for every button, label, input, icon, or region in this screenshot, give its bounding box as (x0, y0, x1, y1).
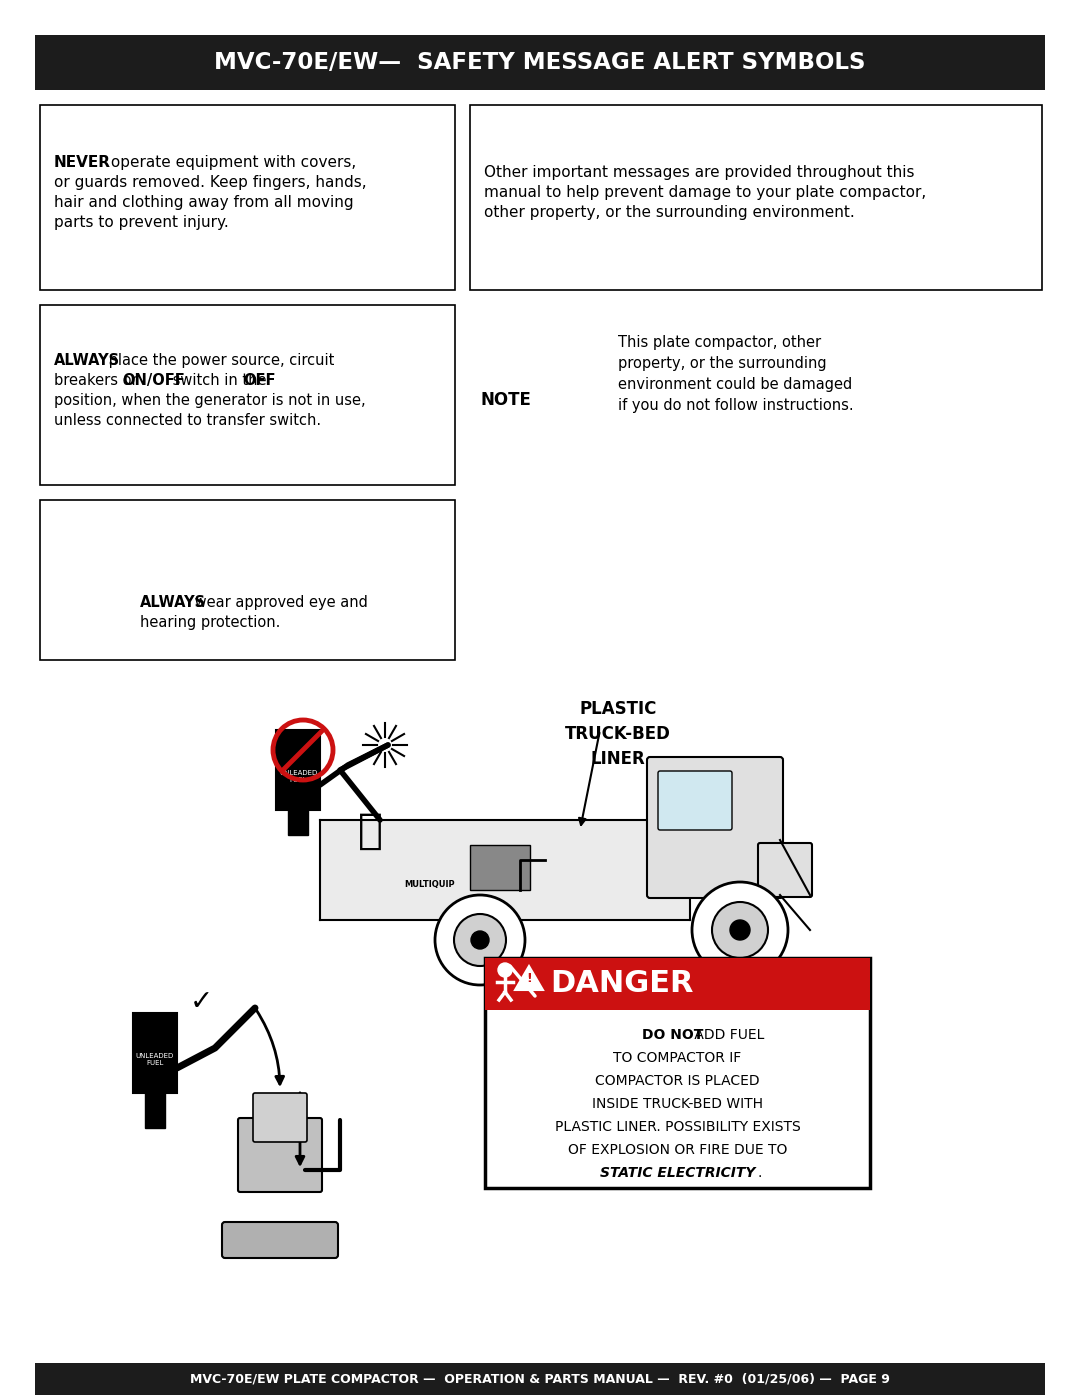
FancyBboxPatch shape (758, 842, 812, 897)
Text: position, when the generator is not in use,: position, when the generator is not in u… (54, 393, 366, 408)
Circle shape (435, 895, 525, 985)
Text: wear approved eye and: wear approved eye and (190, 595, 368, 610)
Circle shape (692, 882, 788, 978)
Text: PLASTIC
TRUCK-BED
LINER: PLASTIC TRUCK-BED LINER (565, 700, 671, 768)
Circle shape (712, 902, 768, 958)
Text: property, or the surrounding: property, or the surrounding (618, 356, 826, 372)
FancyBboxPatch shape (647, 757, 783, 898)
Text: ALWAYS: ALWAYS (140, 595, 206, 610)
Text: parts to prevent injury.: parts to prevent injury. (54, 215, 229, 231)
Text: ALWAYS: ALWAYS (54, 353, 120, 367)
Polygon shape (320, 820, 690, 921)
Text: MVC-70E/EW—  SAFETY MESSAGE ALERT SYMBOLS: MVC-70E/EW— SAFETY MESSAGE ALERT SYMBOLS (214, 52, 866, 74)
Text: ✓: ✓ (190, 988, 213, 1016)
Text: environment could be damaged: environment could be damaged (618, 377, 852, 393)
Text: manual to help prevent damage to your plate compactor,: manual to help prevent damage to your pl… (484, 184, 927, 200)
Text: hearing protection.: hearing protection. (140, 615, 281, 630)
Text: MVC-70E/EW PLATE COMPACTOR —  OPERATION & PARTS MANUAL —  REV. #0  (01/25/06) — : MVC-70E/EW PLATE COMPACTOR — OPERATION &… (190, 1372, 890, 1386)
Text: .: . (757, 1166, 761, 1180)
Text: place the power source, circuit: place the power source, circuit (104, 353, 335, 367)
Text: ADD FUEL: ADD FUEL (690, 1028, 765, 1042)
Bar (40, 105, 455, 291)
Circle shape (454, 914, 507, 965)
Polygon shape (515, 965, 543, 990)
Text: breakers or: breakers or (54, 373, 143, 388)
Bar (40, 500, 455, 659)
Text: PLASTIC LINER. POSSIBILITY EXISTS: PLASTIC LINER. POSSIBILITY EXISTS (555, 1120, 800, 1134)
Text: COMPACTOR IS PLACED: COMPACTOR IS PLACED (595, 1074, 760, 1088)
Circle shape (498, 963, 512, 977)
Text: MULTIQUIP: MULTIQUIP (405, 880, 456, 890)
Text: STATIC ELECTRICITY: STATIC ELECTRICITY (599, 1166, 755, 1180)
Bar (485, 958, 870, 1187)
Text: 🔥: 🔥 (357, 810, 382, 852)
FancyBboxPatch shape (658, 771, 732, 830)
Text: DANGER: DANGER (550, 970, 693, 999)
Bar (288, 805, 308, 835)
FancyBboxPatch shape (222, 1222, 338, 1259)
Text: switch in the: switch in the (168, 373, 271, 388)
Text: This plate compactor, other: This plate compactor, other (618, 335, 821, 351)
Circle shape (471, 930, 489, 949)
Text: if you do not follow instructions.: if you do not follow instructions. (618, 398, 853, 414)
Text: ON/OFF: ON/OFF (122, 373, 185, 388)
Text: NOTE: NOTE (480, 391, 531, 409)
FancyBboxPatch shape (253, 1092, 307, 1141)
Text: unless connected to transfer switch.: unless connected to transfer switch. (54, 414, 321, 427)
Circle shape (730, 921, 750, 940)
Bar (470, 105, 1042, 291)
Bar (470, 845, 530, 890)
Text: INSIDE TRUCK-BED WITH: INSIDE TRUCK-BED WITH (592, 1097, 762, 1111)
Text: other property, or the surrounding environment.: other property, or the surrounding envir… (484, 205, 854, 219)
Bar (276, 731, 320, 810)
FancyBboxPatch shape (238, 1118, 322, 1192)
Text: UNLEADED
FUEL: UNLEADED FUEL (136, 1053, 174, 1066)
Text: DO NOT: DO NOT (643, 1028, 704, 1042)
Bar (145, 1092, 165, 1127)
Text: !: ! (526, 971, 531, 985)
Text: OFF: OFF (243, 373, 275, 388)
Text: TO COMPACTOR IF: TO COMPACTOR IF (613, 1051, 742, 1065)
Bar (40, 305, 455, 485)
Text: operate equipment with covers,: operate equipment with covers, (106, 155, 356, 170)
Bar (35, 1363, 1045, 1396)
Bar (35, 35, 1045, 89)
Text: UNLEADED
FUEL: UNLEADED FUEL (279, 770, 318, 782)
Text: OF EXPLOSION OR FIRE DUE TO: OF EXPLOSION OR FIRE DUE TO (568, 1143, 787, 1157)
Bar (485, 958, 870, 1010)
Text: or guards removed. Keep fingers, hands,: or guards removed. Keep fingers, hands, (54, 175, 366, 190)
Text: NEVER: NEVER (54, 155, 111, 170)
Text: Other important messages are provided throughout this: Other important messages are provided th… (484, 165, 915, 180)
Bar (133, 1013, 177, 1092)
Text: hair and clothing away from all moving: hair and clothing away from all moving (54, 196, 353, 210)
